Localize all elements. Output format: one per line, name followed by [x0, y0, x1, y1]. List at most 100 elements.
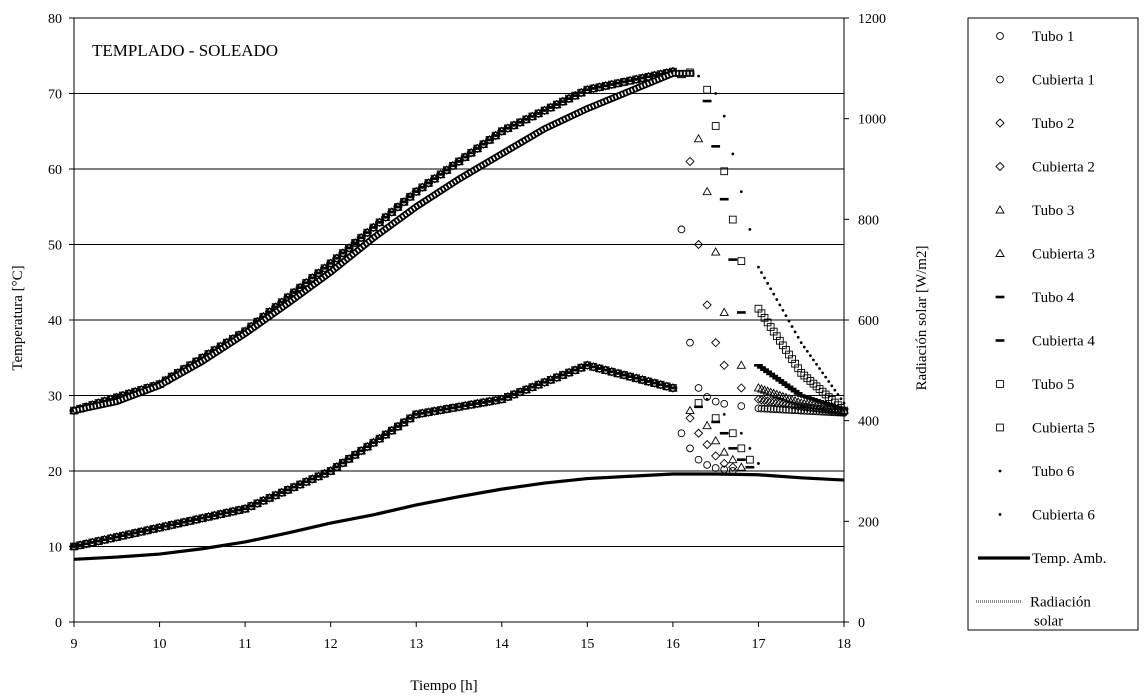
data-point	[310, 477, 314, 481]
data-point	[78, 543, 82, 547]
data-point	[176, 522, 180, 525]
data-point	[604, 84, 608, 88]
data-point	[601, 81, 610, 90]
x-tick-label: 12	[324, 637, 338, 652]
data-point	[522, 385, 531, 394]
data-point	[308, 475, 317, 483]
data-point	[775, 298, 779, 301]
data-point	[805, 349, 809, 353]
data-point	[528, 383, 537, 391]
data-point	[488, 138, 491, 142]
data-point	[653, 381, 656, 385]
data-point	[787, 387, 797, 391]
data-point	[442, 166, 451, 174]
data-point	[537, 112, 540, 115]
data-point	[719, 307, 729, 316]
series-tubo-5	[70, 67, 848, 415]
data-point	[634, 77, 638, 81]
data-point	[170, 523, 174, 527]
y-tick-label: 10	[48, 541, 62, 556]
data-point	[161, 522, 170, 531]
data-point	[500, 397, 504, 401]
data-point	[88, 538, 97, 547]
data-point	[589, 363, 598, 371]
data-point	[149, 525, 158, 533]
x-tick-label: 15	[580, 637, 594, 652]
data-point	[754, 404, 763, 413]
data-point	[137, 527, 146, 536]
data-point	[323, 472, 326, 476]
data-point	[378, 437, 381, 441]
data-point	[512, 393, 516, 396]
data-point	[418, 183, 427, 192]
data-point	[317, 474, 320, 478]
legend-swatch-cubierta-3	[995, 248, 1005, 257]
data-point	[737, 444, 746, 453]
data-point	[827, 380, 831, 383]
data-point	[241, 504, 249, 513]
data-point	[610, 83, 614, 86]
data-point	[139, 530, 143, 534]
legend-swatch-tubo-3	[995, 205, 1005, 214]
data-point	[286, 295, 290, 299]
data-point	[167, 521, 176, 529]
data-point	[204, 512, 213, 521]
y2-tick-label: 0	[858, 616, 865, 631]
data-point	[728, 258, 738, 261]
data-point	[332, 463, 341, 471]
data-point	[748, 446, 752, 450]
data-point	[339, 249, 347, 257]
data-point	[200, 516, 204, 520]
data-point	[182, 520, 186, 524]
data-point	[772, 376, 782, 380]
y2-tick-label: 400	[858, 415, 879, 430]
y-tick-label: 60	[48, 163, 62, 178]
data-point	[763, 370, 773, 374]
data-point	[143, 526, 152, 535]
data-point	[595, 83, 604, 91]
data-point	[622, 80, 626, 84]
data-point	[702, 300, 712, 310]
data-point	[739, 190, 743, 194]
data-point	[796, 335, 800, 339]
data-point	[210, 511, 219, 520]
data-point	[259, 496, 268, 505]
data-point	[728, 462, 738, 472]
data-point	[720, 399, 729, 408]
data-point	[198, 514, 207, 523]
data-point	[357, 233, 366, 242]
data-point	[384, 215, 388, 219]
data-point	[693, 428, 704, 438]
y-tick-label: 50	[48, 239, 62, 254]
data-point	[746, 455, 754, 464]
data-point	[653, 74, 656, 77]
data-point	[607, 367, 616, 376]
data-point	[685, 405, 695, 415]
data-point	[763, 276, 766, 280]
data-point	[737, 402, 746, 410]
chart-title: TEMPLADO - SOLEADO	[92, 41, 278, 60]
data-point	[573, 368, 577, 372]
data-point	[235, 506, 243, 514]
data-point	[561, 373, 565, 377]
data-point	[757, 366, 766, 369]
data-point	[772, 397, 782, 408]
data-point	[304, 281, 308, 285]
data-point	[759, 395, 770, 405]
data-point	[442, 405, 451, 413]
data-point	[280, 300, 284, 304]
data-point	[427, 181, 430, 185]
data-point	[247, 502, 256, 510]
data-point	[772, 292, 776, 296]
data-point	[351, 239, 359, 247]
data-point	[400, 198, 408, 206]
data-point	[461, 401, 469, 410]
data-point	[359, 449, 363, 453]
data-point	[365, 445, 369, 449]
data-point	[754, 364, 763, 367]
data-marks	[69, 66, 849, 561]
data-point	[396, 425, 400, 428]
x-tick-label: 9	[71, 637, 78, 652]
data-point	[677, 429, 686, 438]
data-point	[703, 85, 711, 94]
